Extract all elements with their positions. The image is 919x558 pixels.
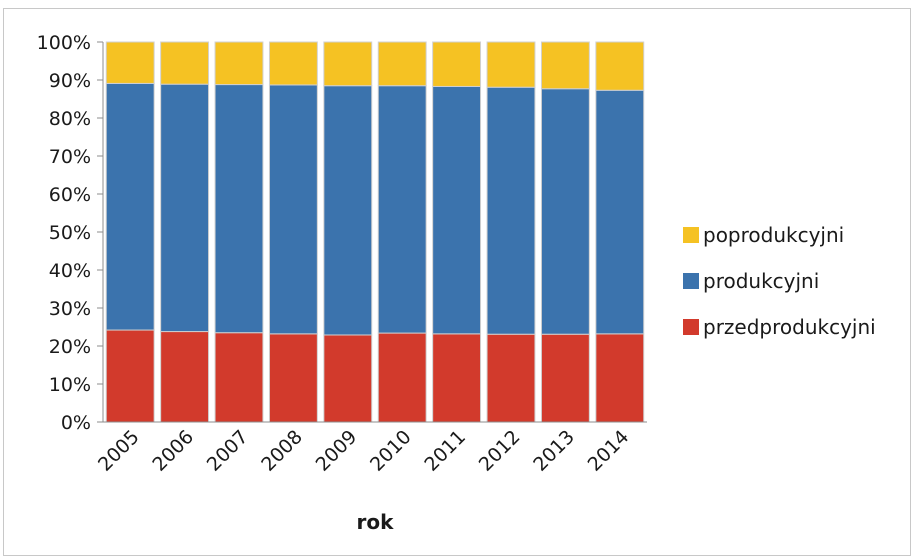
bar-segment-przedprodukcyjni-2007	[214, 332, 264, 423]
bar-segment-poprodukcyjni-2009	[323, 41, 373, 87]
bar-segment-przedprodukcyjni-2008	[268, 333, 318, 423]
bar-segment-poprodukcyjni-2014	[595, 41, 645, 91]
bar-segment-produkcyjni-2005	[105, 82, 155, 331]
x-tick-label: 2014	[584, 426, 634, 476]
bar-segment-produkcyjni-2013	[540, 88, 590, 335]
bar-segment-produkcyjni-2006	[160, 83, 210, 333]
x-tick-label: 2011	[420, 426, 470, 476]
legend-swatch-produkcyjni	[683, 273, 699, 289]
bar-segment-poprodukcyjni-2006	[160, 41, 210, 85]
bar-segment-produkcyjni-2011	[432, 85, 482, 335]
x-tick-label: 2009	[312, 426, 362, 476]
bar-segment-poprodukcyjni-2008	[268, 41, 318, 86]
bar-segment-produkcyjni-2007	[214, 84, 264, 334]
bar-segment-poprodukcyjni-2013	[540, 41, 590, 90]
y-tick-label: 30%	[49, 298, 91, 320]
bar-segment-przedprodukcyjni-2006	[160, 331, 210, 423]
y-tick-label: 20%	[49, 336, 91, 358]
legend-label-przedprodukcyjni: przedprodukcyjni	[703, 315, 876, 339]
bar-segment-poprodukcyjni-2007	[214, 41, 264, 86]
x-tick-label: 2010	[366, 426, 416, 476]
bar-segment-produkcyjni-2014	[595, 89, 645, 335]
x-tick-label: 2012	[475, 426, 525, 476]
x-tick-label: 2013	[529, 426, 579, 476]
x-tick-label: 2007	[203, 426, 253, 476]
bar-segment-poprodukcyjni-2010	[377, 41, 427, 87]
bar-segment-przedprodukcyjni-2014	[595, 333, 645, 423]
bar-segment-przedprodukcyjni-2005	[105, 329, 155, 423]
x-tick-label: 2005	[94, 426, 144, 476]
y-tick-label: 0%	[61, 412, 91, 434]
legend-swatch-przedprodukcyjni	[683, 319, 699, 335]
bar-segment-przedprodukcyjni-2012	[486, 333, 536, 423]
bar-segment-przedprodukcyjni-2011	[432, 333, 482, 423]
bar-segment-przedprodukcyjni-2010	[377, 332, 427, 423]
bar-segment-przedprodukcyjni-2009	[323, 334, 373, 423]
bar-segment-produkcyjni-2010	[377, 85, 427, 334]
x-tick-label: 2008	[257, 426, 307, 476]
bar-segment-przedprodukcyjni-2013	[540, 333, 590, 423]
x-tick-label: 2006	[148, 426, 198, 476]
y-tick-label: 100%	[37, 32, 91, 54]
bar-segment-poprodukcyjni-2012	[486, 41, 536, 88]
bar-segment-produkcyjni-2012	[486, 86, 536, 335]
bar-segment-poprodukcyjni-2005	[105, 41, 155, 84]
legend-swatch-poprodukcyjni	[683, 227, 699, 243]
bar-segment-produkcyjni-2008	[268, 84, 318, 335]
y-tick-label: 50%	[49, 222, 91, 244]
legend-label-poprodukcyjni: poprodukcyjni	[703, 223, 844, 247]
y-tick-label: 90%	[49, 70, 91, 92]
bar-segment-produkcyjni-2009	[323, 85, 373, 336]
y-tick-label: 70%	[49, 146, 91, 168]
y-tick-label: 80%	[49, 108, 91, 130]
legend-label-produkcyjni: produkcyjni	[703, 269, 819, 293]
x-axis-title: rok	[357, 510, 395, 534]
y-tick-label: 40%	[49, 260, 91, 282]
y-tick-label: 10%	[49, 374, 91, 396]
bar-segment-poprodukcyjni-2011	[432, 41, 482, 87]
y-tick-label: 60%	[49, 184, 91, 206]
